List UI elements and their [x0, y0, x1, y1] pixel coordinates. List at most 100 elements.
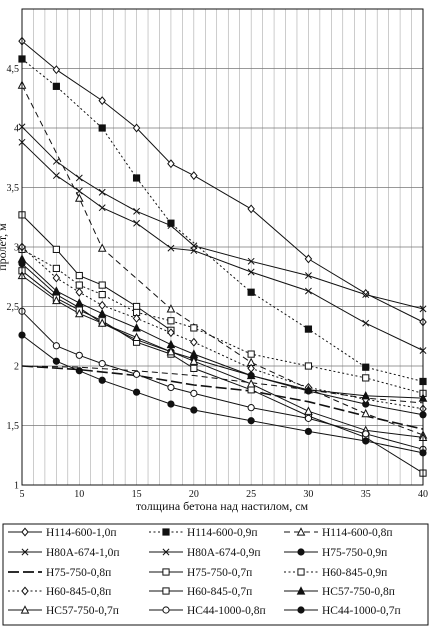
legend-box [2, 523, 429, 626]
y-tick-label: 3 [14, 243, 19, 254]
data-point [167, 222, 175, 230]
data-point [304, 385, 313, 394]
data-point [75, 187, 83, 195]
data-point [52, 157, 60, 165]
data-point [52, 82, 60, 90]
legend-label: Н60-845-0,8п [46, 586, 111, 598]
legend-label: Н60-845-0,9п [322, 567, 387, 579]
y-tick-label: 4,5 [7, 64, 20, 75]
data-point [190, 324, 198, 332]
y-tick-label: 3,5 [7, 183, 20, 194]
data-point [247, 386, 255, 394]
legend: Н114-600-1,0п Н114-600-0,9п Н114-600-0,8п Н… [2, 523, 429, 626]
series-line [21, 84, 424, 436]
data-point [98, 204, 106, 212]
data-point [52, 245, 60, 253]
data-point [167, 219, 175, 227]
data-point [362, 291, 370, 299]
plot-frame [21, 8, 424, 486]
legend-label: Н75-750-0,8п [46, 567, 111, 579]
data-point [190, 171, 198, 181]
x-tick-label: 35 [361, 489, 371, 500]
data-point [132, 323, 141, 332]
data-point [190, 364, 198, 372]
x-tick-label: 20 [189, 489, 199, 500]
data-point [132, 174, 141, 182]
legend-swatch-marker [21, 548, 29, 556]
x-tick-label: 10 [74, 489, 84, 500]
legend-label: НС44-1000-0,8п [187, 605, 266, 617]
legend-label: Н114-600-0,8п [322, 527, 393, 539]
data-point [75, 271, 83, 280]
data-point [362, 374, 370, 382]
data-point [97, 308, 107, 318]
legend-swatch-marker [162, 548, 170, 556]
data-point [52, 65, 61, 75]
data-point [304, 406, 313, 415]
data-point [304, 362, 313, 370]
y-tick-label: 2 [14, 362, 19, 373]
x-tick-label: 5 [20, 489, 25, 500]
data-point [52, 342, 60, 350]
x-tick-label: 25 [246, 489, 256, 500]
data-point [361, 408, 371, 418]
data-point [362, 430, 370, 438]
data-point [361, 390, 371, 400]
legend-label: НС44-1000-0,7п [322, 605, 401, 617]
legend-label: НС57-750-0,7п [46, 605, 119, 617]
data-point [52, 273, 61, 283]
data-point [247, 404, 255, 412]
legend-swatch-marker [162, 606, 170, 614]
data-point [132, 302, 141, 311]
legend-swatch-marker [296, 586, 306, 595]
data-point [167, 244, 175, 252]
data-point [190, 337, 198, 347]
data-point [74, 298, 84, 307]
series-line [21, 58, 424, 382]
data-point [74, 308, 84, 318]
legend-label: Н114-600-0,9п [187, 527, 258, 539]
data-point [75, 287, 84, 297]
data-point [167, 328, 175, 338]
legend-label: Н60-845-0,7п [187, 586, 252, 598]
y-axis-title: пролет, м [0, 223, 9, 271]
data-point [132, 123, 141, 133]
legend-swatch-marker [297, 568, 305, 576]
legend-swatch-marker [21, 527, 29, 537]
series-line [21, 365, 424, 430]
series-line [21, 246, 424, 410]
data-point [52, 286, 61, 295]
x-tick-label: 40 [418, 489, 428, 500]
legend-swatch-marker [297, 548, 305, 556]
data-point [98, 360, 106, 368]
data-point [247, 288, 255, 296]
data-point [133, 207, 141, 215]
legend-label: Н80А-674-0,9п [187, 547, 261, 559]
data-point [97, 243, 107, 252]
data-point [247, 350, 255, 358]
legend-swatch-marker [296, 527, 306, 536]
tick-labels: 1 1,5 2 2,5 3 3,5 4 4,5 5 10 15 20 25 30 35 40 [7, 64, 429, 500]
data-point [362, 319, 370, 327]
legend-swatch-marker [21, 586, 29, 596]
data-point [166, 304, 176, 313]
data-point [246, 370, 256, 380]
data-point [52, 264, 60, 273]
data-point [304, 427, 313, 436]
data-point [190, 247, 198, 255]
legend-label: НС57-750-0,8п [322, 586, 395, 598]
data-point [75, 281, 83, 289]
data-point [167, 317, 175, 325]
x-axis-title: толщина бетона над настилом, см [136, 499, 309, 513]
data-point [98, 124, 106, 132]
data-point [74, 193, 84, 202]
data-point [166, 346, 176, 356]
data-point [132, 370, 141, 378]
data-point [247, 204, 255, 214]
data-point [167, 383, 175, 392]
data-point [133, 219, 141, 227]
legend-swatch-marker [297, 606, 305, 614]
data-point [246, 379, 256, 388]
data-point [190, 389, 198, 397]
